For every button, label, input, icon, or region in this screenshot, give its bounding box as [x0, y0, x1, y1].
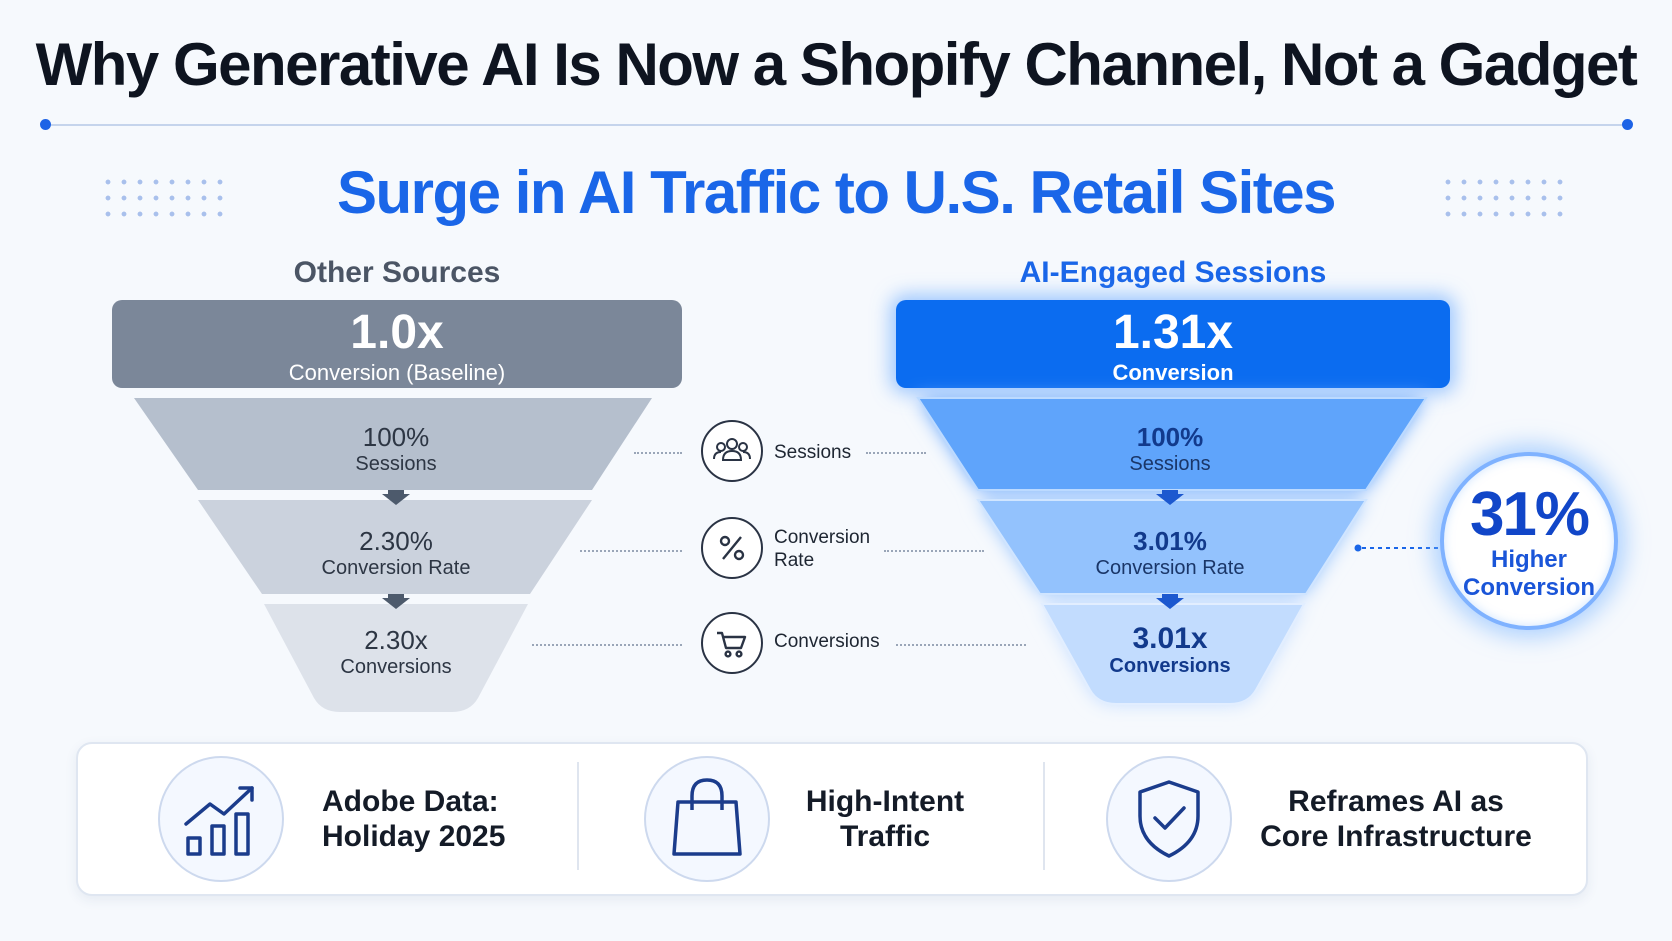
shield-check-icon	[1106, 756, 1232, 882]
footer-item-high-intent: High-Intent Traffic	[780, 784, 990, 854]
footer-item-adobe-data: Adobe Data: Holiday 2025	[322, 784, 505, 854]
callout-line1: Higher	[1490, 546, 1567, 573]
trend-chart-icon	[158, 756, 284, 882]
footer-item-reframes-ai-line2: Core Infrastructure	[1260, 820, 1532, 853]
ai-conversion-box: 1.31x Conversion	[896, 300, 1450, 388]
footer-item-adobe-data-line2: Holiday 2025	[322, 820, 506, 853]
callout-value: 31%	[1469, 480, 1590, 549]
right-stage-sessions: 100% Sessions	[1072, 422, 1268, 476]
right-stage-conversion-rate: 3.01% Conversion Rate	[1072, 526, 1268, 580]
right-funnel-stage-3	[1040, 603, 1306, 705]
mid-label-conversions-text: Conversions	[774, 631, 880, 652]
page-title: Why Generative AI Is Now a Shopify Chann…	[35, 31, 1638, 98]
mid-label-conversion-rate-line1: Conversion	[774, 527, 871, 548]
right-arrow-1	[1156, 490, 1184, 505]
mid-label-sessions: Sessions	[774, 441, 851, 464]
users-icon	[701, 420, 763, 482]
mid-label-conversion-rate: Conversion Rate	[774, 526, 870, 572]
left-stage-conversions: 2.30x Conversions	[298, 625, 494, 679]
card-divider-2	[1043, 762, 1045, 870]
footer-item-adobe-data-line1: Adobe Data:	[322, 785, 499, 818]
divider-dot-right	[1622, 119, 1633, 130]
title-divider	[45, 124, 1629, 126]
divider-dot-left	[40, 119, 51, 130]
key-points-card	[76, 742, 1588, 896]
connector-conversions-left	[532, 644, 682, 646]
left-stage-conversion-rate: 2.30% Conversion Rate	[298, 526, 494, 580]
left-column-label: Other Sources	[293, 256, 501, 289]
mid-label-conversion-rate-line2: Rate	[774, 550, 815, 571]
callout-line2: Conversion	[1462, 574, 1596, 601]
left-stage-conversion-rate-value: 2.30%	[359, 526, 433, 556]
right-stage-sessions-label: Sessions	[1129, 453, 1211, 475]
right-funnel-stage-2	[976, 499, 1368, 595]
connector-sessions-right	[866, 452, 926, 454]
connector-sessions-left	[634, 452, 682, 454]
right-funnel-stage-1	[916, 397, 1428, 491]
ai-multiplier: 1.31x	[1112, 306, 1234, 359]
left-stage-conversions-label: Conversions	[340, 656, 452, 678]
decorative-dot-grid-right	[1440, 174, 1572, 218]
connector-rate-right	[884, 550, 984, 552]
connector-rate-left	[580, 550, 682, 552]
baseline-caption: Conversion (Baseline)	[288, 360, 506, 385]
left-funnel-stage-3	[264, 604, 528, 712]
percent-icon	[701, 517, 763, 579]
right-stage-conversion-rate-label: Conversion Rate	[1095, 557, 1245, 579]
right-stage-conversions-value: 3.01x	[1132, 622, 1208, 655]
footer-item-reframes-ai-line1: Reframes AI as	[1288, 785, 1504, 818]
left-funnel-stage-2	[198, 500, 592, 594]
left-arrow-1	[382, 490, 410, 505]
card-divider-1	[577, 762, 579, 870]
left-funnel-stage-1	[134, 398, 652, 490]
left-stage-conversions-value: 2.30x	[364, 625, 428, 655]
left-stage-sessions-label: Sessions	[355, 453, 437, 475]
ai-caption: Conversion	[1112, 360, 1234, 385]
left-stage-sessions: 100% Sessions	[298, 422, 494, 476]
baseline-conversion-box: 1.0x Conversion (Baseline)	[112, 300, 682, 388]
footer-item-reframes-ai: Reframes AI as Core Infrastructure	[1256, 784, 1536, 854]
mid-label-conversions: Conversions	[774, 630, 880, 653]
right-stage-sessions-value: 100%	[1136, 422, 1204, 452]
footer-item-high-intent-line1: High-Intent	[805, 785, 965, 818]
decorative-dot-grid-left	[100, 174, 232, 218]
section-subtitle: Surge in AI Traffic to U.S. Retail Sites	[337, 159, 1337, 226]
right-stage-conversion-rate-value: 3.01%	[1133, 526, 1207, 556]
cart-icon	[701, 612, 763, 674]
higher-conversion-callout: 31% Higher Conversion	[1440, 452, 1618, 630]
footer-item-high-intent-line2: Traffic	[839, 820, 931, 853]
right-stage-conversions: 3.01x Conversions	[1072, 624, 1268, 678]
connector-conversions-right	[896, 644, 1026, 646]
right-arrow-2	[1156, 594, 1184, 609]
left-stage-sessions-value: 100%	[362, 422, 430, 452]
mid-label-sessions-text: Sessions	[774, 442, 852, 463]
callout-connector-dot	[1354, 544, 1362, 552]
right-column-label: AI-Engaged Sessions	[1019, 256, 1327, 289]
left-arrow-2	[382, 594, 410, 609]
left-stage-conversion-rate-label: Conversion Rate	[321, 557, 471, 579]
shopping-bag-icon	[644, 756, 770, 882]
baseline-multiplier: 1.0x	[350, 306, 444, 359]
right-stage-conversions-label: Conversions	[1109, 655, 1231, 677]
